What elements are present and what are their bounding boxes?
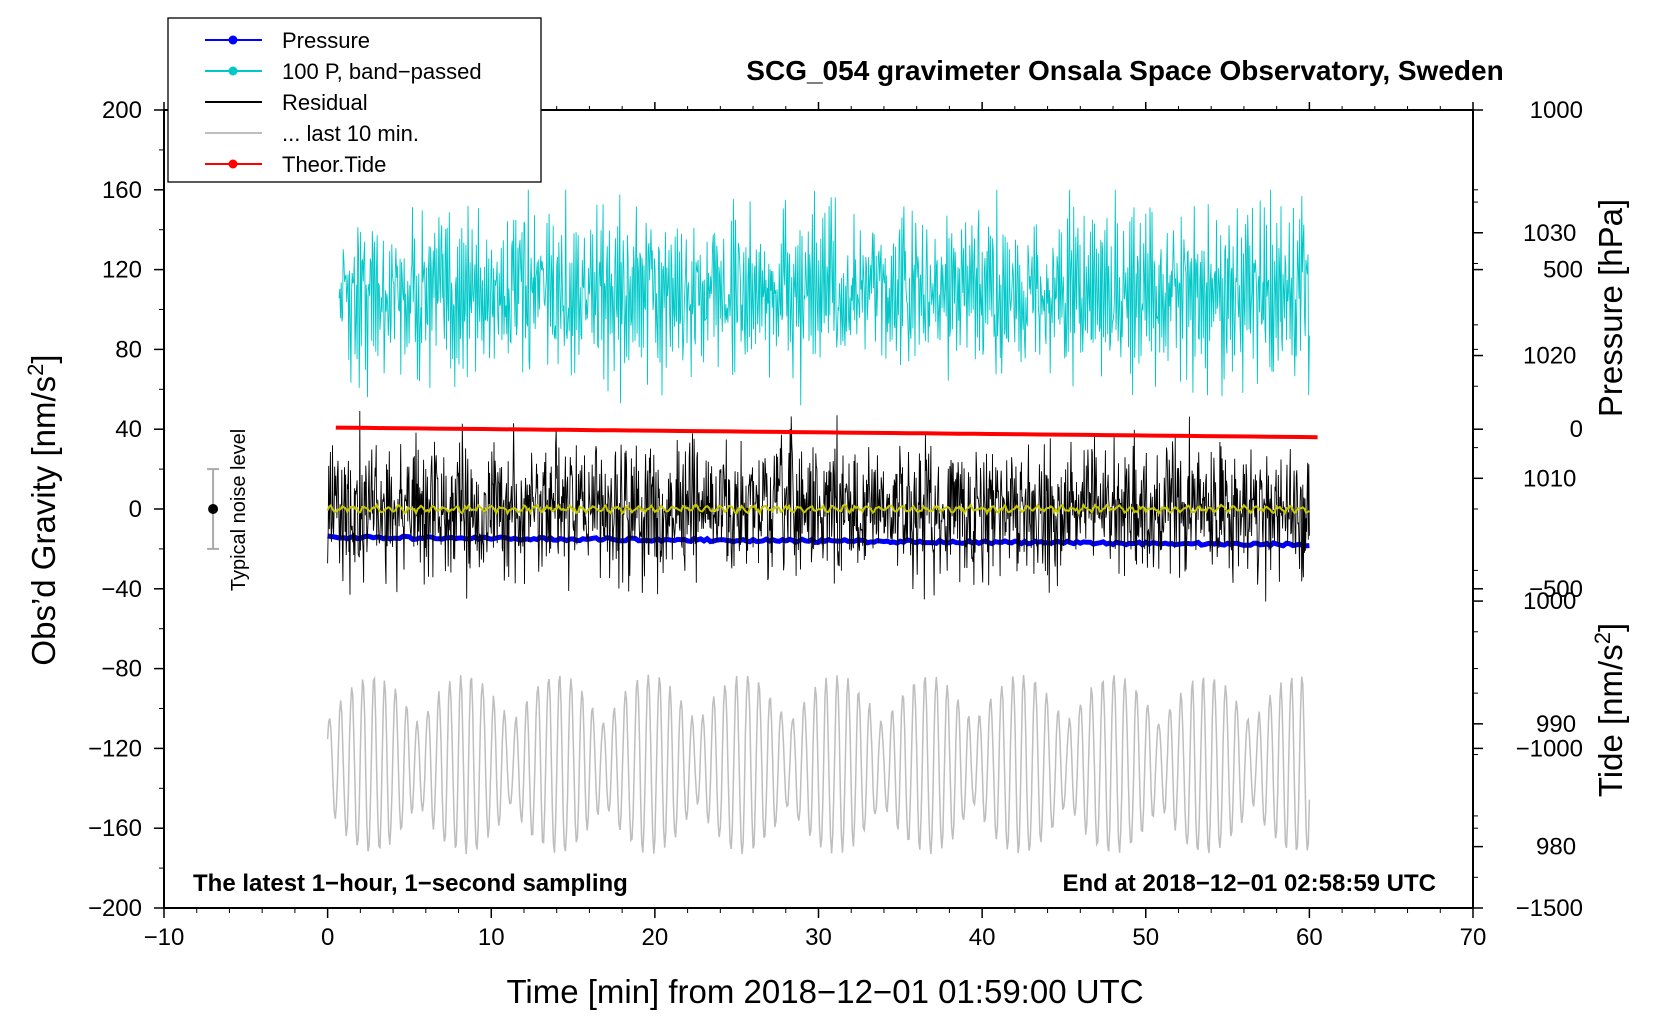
- y-axis-pressure: 1030 1020 1010 1000 990 980: [1473, 201, 1576, 878]
- series-last-10-min: [326, 674, 1311, 855]
- legend-label: Theor.Tide: [282, 152, 386, 177]
- y-tick-label: 120: [102, 257, 142, 284]
- series-residual: [327, 410, 1310, 602]
- legend-marker: [228, 66, 238, 76]
- y-tick-label: −80: [101, 656, 142, 683]
- noise-bar-dot: [208, 504, 219, 514]
- noise-bar: [207, 468, 220, 550]
- pressure-tick-label: 1030: [1523, 220, 1576, 247]
- legend-label: Pressure: [282, 28, 370, 53]
- y-tick-label: −160: [88, 815, 142, 842]
- y-axis-gravity: 200 160 120 80 40 0 −40 −80 −120 −160 −200: [88, 97, 164, 922]
- tide-tick-label: 1000: [1530, 97, 1583, 124]
- y-axis-label-pressure: Pressure [hPa]: [1592, 199, 1629, 417]
- x-tick-label: 70: [1460, 924, 1487, 951]
- plot-area: [326, 189, 1318, 855]
- chart-title: SCG_054 gravimeter Onsala Space Observat…: [746, 55, 1503, 86]
- legend-marker: [228, 35, 238, 45]
- pressure-tick-label: 990: [1536, 711, 1576, 738]
- x-tick-label: 30: [805, 924, 832, 951]
- y-tick-label: 0: [129, 496, 142, 523]
- y-tick-label: 200: [102, 97, 142, 124]
- legend-label: ... last 10 min.: [282, 121, 419, 146]
- y-axis-label-tide: Tide [nm/s2]: [1590, 623, 1629, 797]
- annotation-sampling: The latest 1−hour, 1−second sampling: [193, 870, 628, 897]
- x-tick-label: 60: [1296, 924, 1323, 951]
- legend-label: 100 P, band−passed: [282, 59, 482, 84]
- x-tick-label: 10: [478, 924, 505, 951]
- y-tick-label: 160: [102, 177, 142, 204]
- x-tick-label: 20: [642, 924, 669, 951]
- y-tick-label: −200: [88, 895, 142, 922]
- y-tick-label: −120: [88, 735, 142, 762]
- y-axis-tide: 1000 500 0 −500 −1000 −1500: [1473, 97, 1583, 922]
- tide-tick-label: 500: [1543, 257, 1583, 284]
- y-tick-label: 40: [115, 416, 142, 443]
- series-pressure: [327, 533, 1310, 549]
- y-tick-label: −40: [101, 576, 142, 603]
- pressure-tick-label: 1010: [1523, 465, 1576, 492]
- legend-marker: [228, 159, 238, 169]
- tide-tick-label: −500: [1529, 576, 1583, 603]
- noise-indicator: Typical noise level: [207, 429, 250, 591]
- series-residual-smoothed: [326, 502, 1310, 517]
- series-bandpassed-pressure: [338, 189, 1310, 406]
- annotation-end-time: End at 2018−12−01 02:58:59 UTC: [1062, 870, 1436, 897]
- tide-tick-label: −1000: [1516, 735, 1583, 762]
- y-tick-label: 80: [115, 336, 142, 363]
- noise-label: Typical noise level: [228, 429, 250, 591]
- tide-tick-label: 0: [1570, 416, 1583, 443]
- legend: Pressure 100 P, band−passed Residual ... la…: [167, 17, 542, 183]
- y-axis-label-gravity: Obs’d Gravity [nm/s2]: [23, 354, 62, 665]
- x-tick-label: 50: [1132, 924, 1159, 951]
- series-theoretical-tide: [335, 425, 1318, 440]
- x-tick-label: 0: [321, 924, 334, 951]
- pressure-tick-label: 980: [1536, 834, 1576, 861]
- tide-tick-label: −1500: [1516, 895, 1583, 922]
- pressure-tick-label: 1020: [1523, 343, 1576, 370]
- pressure-tick-label: 1000: [1523, 588, 1576, 615]
- legend-label: Residual: [282, 90, 368, 115]
- legend-box: [167, 17, 542, 183]
- legend-entries: Pressure 100 P, band−passed Residual ... la…: [205, 28, 482, 177]
- x-axis: −10 0 10 20 30 40 50 60 70: [144, 102, 1487, 951]
- x-tick-label: 40: [969, 924, 996, 951]
- x-tick-label: −10: [144, 924, 185, 951]
- x-axis-label: Time [min] from 2018−12−01 01:59:00 UTC: [506, 973, 1143, 1010]
